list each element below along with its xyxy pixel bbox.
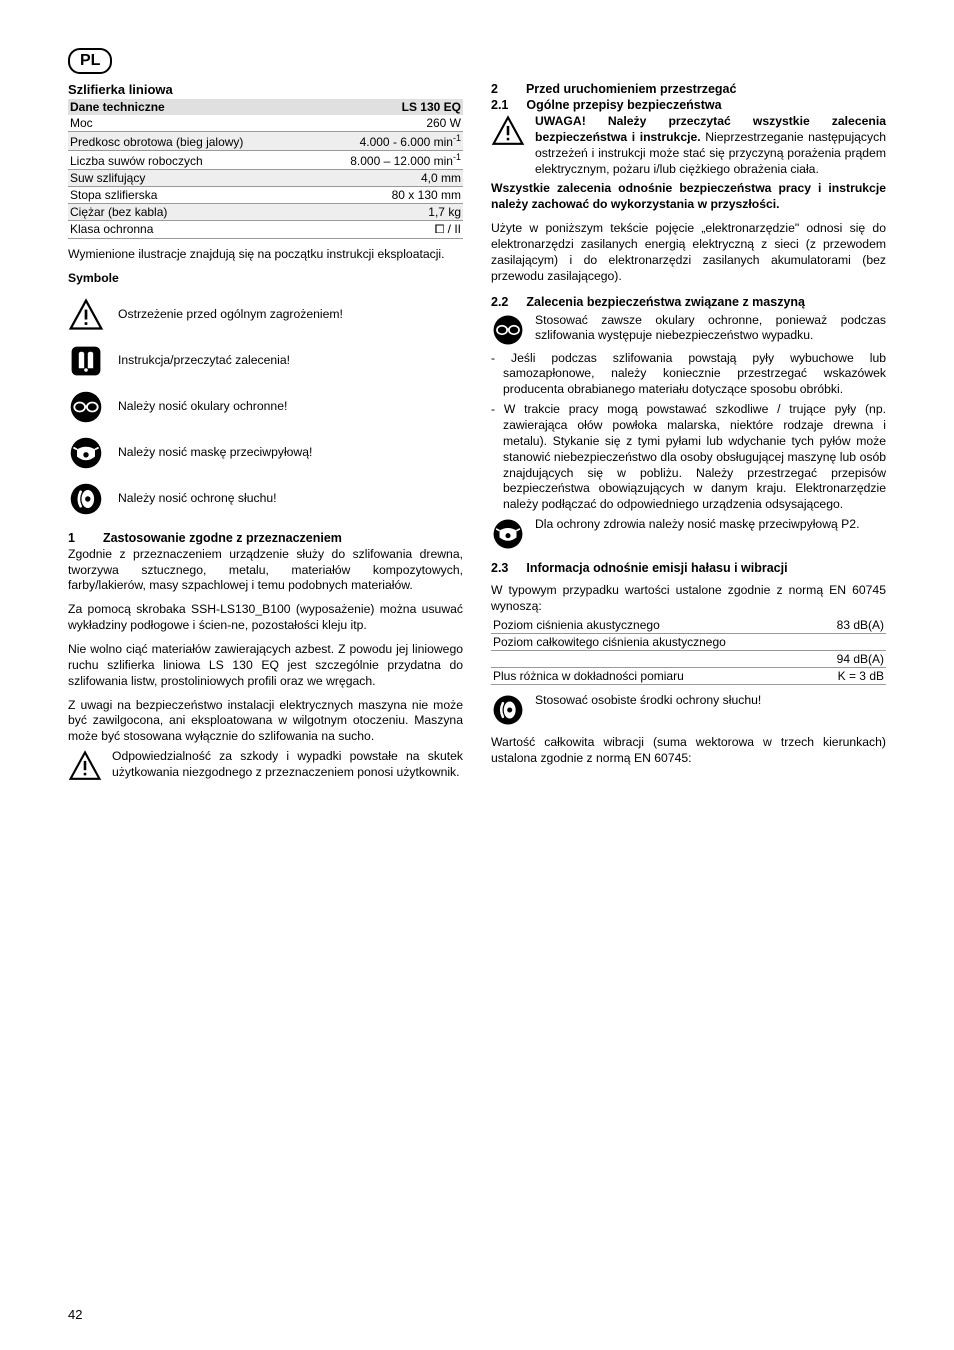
symbol-row: Ostrzeżenie przed ogólnym zagrożeniem! [68,297,463,333]
s21-p2: Użyte w poniższym tekście pojęcie „elekt… [491,221,886,284]
s23-ear-text: Stosować osobiste środki ochrony słuchu! [535,693,886,709]
section-1-num: 1 [68,531,75,545]
s22-list: Jeśli podczas szlifowania powstają pyły … [491,351,886,514]
noise-row: Poziom ciśnienia akustycznego83 dB(A) [491,617,886,634]
s1-warning-text: Odpowiedzialność za szkody i wypadki pow… [112,749,463,781]
section-2-3-num: 2.3 [491,561,508,575]
spec-row: Liczba suwów roboczych8.000 – 12.000 min… [68,151,463,170]
symbol-text: Ostrzeżenie przed ogólnym zagrożeniem! [118,307,463,323]
noise-row: Plus różnica w dokładności pomiaruK = 3 … [491,668,886,685]
spec-row: Klasa ochronna⧠ / II [68,221,463,239]
goggles-icon [491,313,525,347]
s1-p1: Zgodnie z przeznaczeniem urządzenie służ… [68,547,463,595]
warning-icon [68,749,102,783]
section-2-2-num: 2.2 [491,295,508,309]
intro-text: Wymienione ilustracje znajdują się na po… [68,247,463,263]
goggles-icon [68,389,104,425]
section-2-num: 2 [491,82,498,96]
section-2-2-title: Zalecenia bezpieczeństwa związane z masz… [526,295,805,309]
section-2-3-title: Informacja odnośnie emisji hałasu i wibr… [526,561,787,575]
s21-bold2: Wszystkie zalecenia odnośnie bezpieczeńs… [491,181,886,213]
symbol-row: Należy nosić maskę przeciwpyłową! [68,435,463,471]
section-2-2-heading: 2.2 Zalecenia bezpieczeństwa związane z … [491,295,886,309]
section-2-1-title: Ogólne przepisy bezpieczeństwa [526,98,721,112]
symbol-row: Należy nosić okulary ochronne! [68,389,463,425]
s23-ear-block: Stosować osobiste środki ochrony słuchu! [491,693,886,727]
spec-header: Dane techniczne LS 130 EQ [68,99,463,115]
s1-p3: Nie wolno ciąć materiałów zawierających … [68,642,463,690]
s1-p4: Z uwagi na bezpieczeństwo instalacji ele… [68,698,463,746]
s22-mask-text: Dla ochrony zdrowia należy nosić maskę p… [535,517,886,533]
s21-warning-text: UWAGA! Należy przeczytać wszystkie zalec… [535,114,886,177]
noise-row: Poziom całkowitego ciśnienia akustyczneg… [491,634,886,651]
s21-warning-block: UWAGA! Należy przeczytać wszystkie zalec… [491,114,886,177]
ear-icon [491,693,525,727]
section-2-1-heading: 2.1 Ogólne przepisy bezpieczeństwa [491,98,886,112]
s1-warning-block: Odpowiedzialność za szkody i wypadki pow… [68,749,463,783]
s22-li2: W trakcie pracy mogą powstawać szkodliwe… [491,402,886,513]
s23-p1: W typowym przypadku wartości ustalone zg… [491,583,886,615]
spec-row: Suw szlifujący4,0 mm [68,170,463,187]
spec-header-left: Dane techniczne [70,100,165,114]
spec-row: Ciężar (bez kabla)1,7 kg [68,204,463,221]
product-title: Szlifierka liniowa [68,82,463,97]
symbol-text: Instrukcja/przeczytać zalecenia! [118,353,463,369]
spec-row: Stopa szlifierska80 x 130 mm [68,187,463,204]
section-1-title: Zastosowanie zgodne z przeznaczeniem [103,531,342,545]
manual-icon [68,343,104,379]
symbol-row: Należy nosić ochronę słuchu! [68,481,463,517]
spec-header-right: LS 130 EQ [402,100,461,114]
section-2-heading: 2 Przed uruchomieniem przestrzegać [491,82,886,96]
ear-icon [68,481,104,517]
s23-p2: Wartość całkowita wibracji (suma wektoro… [491,735,886,767]
spec-row: Moc260 W [68,115,463,132]
s1-p2: Za pomocą skrobaka SSH-LS130_B100 (wypos… [68,602,463,634]
language-badge: PL [68,48,112,74]
symbol-text: Należy nosić ochronę słuchu! [118,491,463,507]
mask-icon [68,435,104,471]
s22-mask-block: Dla ochrony zdrowia należy nosić maskę p… [491,517,886,551]
s22-goggles-block: Stosować zawsze okulary ochronne, poniew… [491,313,886,347]
noise-row: 94 dB(A) [491,651,886,668]
warning-icon [491,114,525,148]
section-2-1-num: 2.1 [491,98,508,112]
symbol-text: Należy nosić maskę przeciwpyłową! [118,445,463,461]
s22-li1: Jeśli podczas szlifowania powstają pyły … [491,351,886,399]
section-1-heading: 1 Zastosowanie zgodne z przeznaczeniem [68,531,463,545]
s22-goggles-text: Stosować zawsze okulary ochronne, poniew… [535,313,886,345]
symbols-heading: Symbole [68,271,463,287]
warning-icon [68,297,104,333]
mask-icon [491,517,525,551]
symbol-text: Należy nosić okulary ochronne! [118,399,463,415]
page-number: 42 [68,1307,82,1322]
spec-row: Predkosc obrotowa (bieg jalowy)4.000 - 6… [68,132,463,151]
section-2-3-heading: 2.3 Informacja odnośnie emisji hałasu i … [491,561,886,575]
symbol-row: Instrukcja/przeczytać zalecenia! [68,343,463,379]
section-2-title: Przed uruchomieniem przestrzegać [526,82,736,96]
